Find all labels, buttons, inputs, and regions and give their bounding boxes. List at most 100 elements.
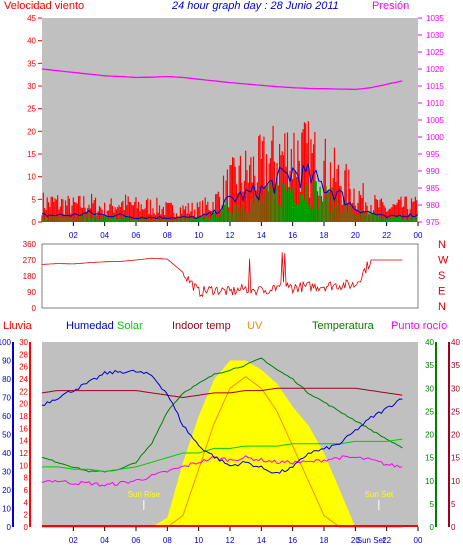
humidity-line: [41, 369, 403, 474]
humidity-y-tick-label: 50: [2, 431, 11, 440]
direction-y-tick-label: 0: [32, 304, 37, 313]
pressure-y-tick-label: 985: [426, 184, 440, 193]
indoor-y-tick-label: 30: [451, 384, 460, 393]
x-tick-label: 14: [257, 231, 266, 240]
temp-y-tick-label: 20: [425, 431, 434, 440]
bottom-x-tick-label: 08: [163, 536, 172, 545]
solar-area: [42, 360, 403, 527]
bottom-x-tick-label: 10: [194, 536, 203, 545]
x-tick-label: 16: [288, 231, 297, 240]
temp-y-tick-label: 30: [425, 384, 434, 393]
temp-y-tick-label: 5: [430, 500, 435, 509]
legend-indoor: Indoor temp: [172, 320, 231, 332]
legend-uv: UV: [247, 320, 263, 332]
rain-y-tick-label: 2: [24, 511, 29, 520]
indoor-y-tick-label: 35: [451, 361, 460, 370]
humidity-y-tick-label: 20: [2, 486, 11, 495]
pressure-y-tick-label: 1025: [426, 48, 444, 57]
temp-y-tick-label: 35: [425, 361, 434, 370]
dewpoint-line: [41, 455, 403, 487]
rain-y-tick-label: 6: [24, 486, 29, 495]
humidity-y-tick-label: 40: [2, 449, 11, 458]
wind-y-tick-label: 20: [27, 127, 36, 136]
pressure-y-tick-label: 1005: [426, 116, 444, 125]
direction-y-tick-label: 270: [23, 256, 37, 265]
legend-temperatura: Temperatura: [312, 320, 374, 332]
humidity-y-tick-label: 100: [0, 338, 12, 347]
pressure-y-tick-label: 1000: [426, 133, 444, 142]
direction-y-tick-label: 180: [23, 272, 37, 281]
avg-wind-line: [41, 163, 419, 220]
rain-y-tick-label: 12: [19, 449, 28, 458]
x-tick-label: 18: [320, 231, 329, 240]
humidity-y-tick-label: 30: [2, 468, 11, 477]
sunset-label: Sun Set: [365, 490, 394, 499]
rain-y-tick-label: 16: [19, 424, 28, 433]
pressure-y-tick-label: 1030: [426, 31, 444, 40]
wind-speed-label: Velocidad viento: [4, 0, 85, 12]
compass-label: N: [438, 301, 446, 313]
bottom-x-tick-label: 22: [382, 536, 391, 545]
humidity-y-tick-label: 70: [2, 394, 11, 403]
indoor-y-tick-label: 10: [451, 477, 460, 486]
compass-label: N: [438, 239, 446, 251]
wind-y-tick-label: 15: [27, 150, 36, 159]
bottom-x-tick-label: 04: [100, 536, 109, 545]
pressure-y-tick-label: 980: [426, 201, 440, 210]
x-tick-label: 08: [163, 231, 172, 240]
direction-y-tick-label: 360: [23, 240, 37, 249]
indoor-temp-line: [41, 387, 403, 399]
pressure-y-tick-label: 1010: [426, 99, 444, 108]
x-tick-label: 04: [100, 231, 109, 240]
wind-y-tick-label: 0: [32, 218, 37, 227]
legend-punto-rocio: Punto rocío: [391, 320, 448, 332]
legend-humedad: Humedad: [66, 320, 114, 332]
indoor-y-tick-label: 25: [451, 407, 460, 416]
bottom-x-tick-label: 14: [257, 536, 266, 545]
indoor-y-tick-label: 20: [451, 431, 460, 440]
direction-plot-area: [41, 243, 419, 309]
humidity-y-tick-label: 10: [2, 505, 11, 514]
compass-label: E: [438, 286, 445, 298]
x-tick-label: 20: [351, 231, 360, 240]
bottom-x-tick-label: 18: [320, 536, 329, 545]
wind-y-tick-label: 10: [27, 173, 36, 182]
wind-y-tick-label: 40: [27, 37, 36, 46]
wind-y-tick-label: 35: [27, 59, 36, 68]
wind-y-tick-label: 5: [32, 195, 37, 204]
direction-y-tick-label: 90: [27, 288, 36, 297]
bottom-x-tick-label: 00: [414, 536, 423, 545]
humidity-y-tick-label: 80: [2, 375, 11, 384]
rain-y-tick-label: 28: [19, 350, 28, 359]
bottom-x-tick-label: 12: [226, 536, 235, 545]
rain-y-tick-label: 18: [19, 412, 28, 421]
x-tick-label: 00: [414, 231, 423, 240]
pressure-label: Presión: [372, 0, 410, 12]
rain-y-tick-label: 0: [24, 523, 29, 532]
pressure-y-tick-label: 995: [426, 150, 440, 159]
legend-lluvia: Lluvia: [3, 320, 32, 332]
humidity-y-tick-label: 90: [2, 357, 11, 366]
pressure-y-tick-label: 1020: [426, 65, 444, 74]
direction-line: [42, 252, 403, 298]
rain-y-tick-label: 10: [19, 461, 28, 470]
chart-title: 24 hour graph day : 28 Junio 2011: [172, 0, 339, 12]
compass-label: W: [438, 255, 449, 267]
rain-y-tick-label: 26: [19, 363, 28, 372]
rain-y-tick-label: 8: [24, 474, 29, 483]
indoor-y-tick-label: 15: [451, 454, 460, 463]
x-tick-label: 22: [382, 231, 391, 240]
bottom-x-tick-label: 06: [132, 536, 141, 545]
wind-y-tick-label: 45: [27, 14, 36, 23]
sunset-axis-label: Sun Set: [357, 536, 386, 545]
bottom-x-tick-label: 16: [288, 536, 297, 545]
x-tick-label: 12: [226, 231, 235, 240]
legend-solar: Solar: [117, 320, 143, 332]
bottom-x-tick-label: 02: [69, 536, 78, 545]
pressure-y-tick-label: 1035: [426, 14, 444, 23]
rain-y-tick-label: 30: [19, 338, 28, 347]
solar-line: [42, 438, 403, 473]
indoor-y-tick-label: 0: [451, 523, 456, 532]
indoor-y-tick-label: 40: [451, 338, 460, 347]
